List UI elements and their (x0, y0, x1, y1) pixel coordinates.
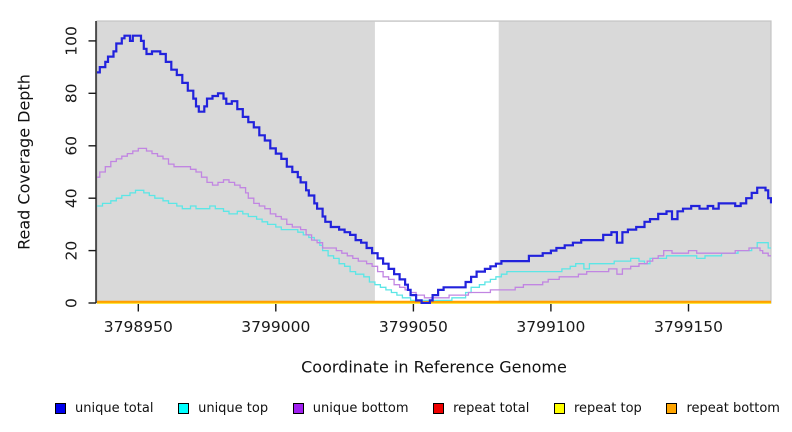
legend-label-unique-total: unique total (75, 401, 154, 416)
legend: unique total unique top unique bottom repea… (55, 401, 780, 416)
x-tick-label: 3799050 (379, 318, 448, 336)
y-tick-label: 100 (63, 26, 81, 56)
legend-item-unique-total: unique total (55, 401, 153, 416)
legend-label-repeat-bottom: repeat bottom (686, 401, 780, 416)
legend-item-repeat-total: repeat total (433, 401, 529, 416)
legend-label-repeat-total: repeat total (453, 401, 530, 416)
y-tick-label: 0 (63, 298, 81, 308)
legend-item-unique-bottom: unique bottom (292, 401, 409, 416)
legend-swatch-repeat-total (433, 403, 445, 414)
legend-swatch-unique-top (178, 403, 190, 414)
x-tick-label: 3799150 (654, 318, 723, 336)
legend-swatch-repeat-top (554, 403, 565, 414)
y-tick-label: 80 (63, 83, 81, 103)
legend-label-repeat-top: repeat top (574, 401, 642, 416)
legend-swatch-unique-bottom (292, 403, 304, 414)
legend-swatch-unique-total (55, 403, 66, 414)
legend-label-unique-top: unique top (198, 401, 269, 416)
y-tick-label: 60 (63, 136, 81, 156)
legend-item-repeat-bottom: repeat bottom (666, 401, 780, 416)
series-line-unique-total (97, 34, 773, 304)
y-tick-label: 20 (63, 241, 81, 261)
highlight-region (374, 21, 499, 304)
legend-swatch-repeat-bottom (666, 403, 678, 414)
x-tick-label: 3798950 (104, 318, 173, 336)
x-axis-title: Coordinate in Reference Genome (301, 357, 567, 377)
y-axis-title: Read Coverage Depth (14, 74, 34, 250)
y-tick-label: 40 (63, 188, 81, 208)
series-line-unique-bottom (97, 147, 771, 299)
legend-label-unique-bottom: unique bottom (312, 401, 409, 416)
legend-item-unique-top: unique top (178, 401, 268, 416)
series-line-unique-top (97, 189, 771, 302)
x-tick-label: 3799100 (516, 318, 585, 336)
x-tick-label: 3799000 (241, 318, 310, 336)
legend-item-repeat-top: repeat top (554, 401, 642, 416)
